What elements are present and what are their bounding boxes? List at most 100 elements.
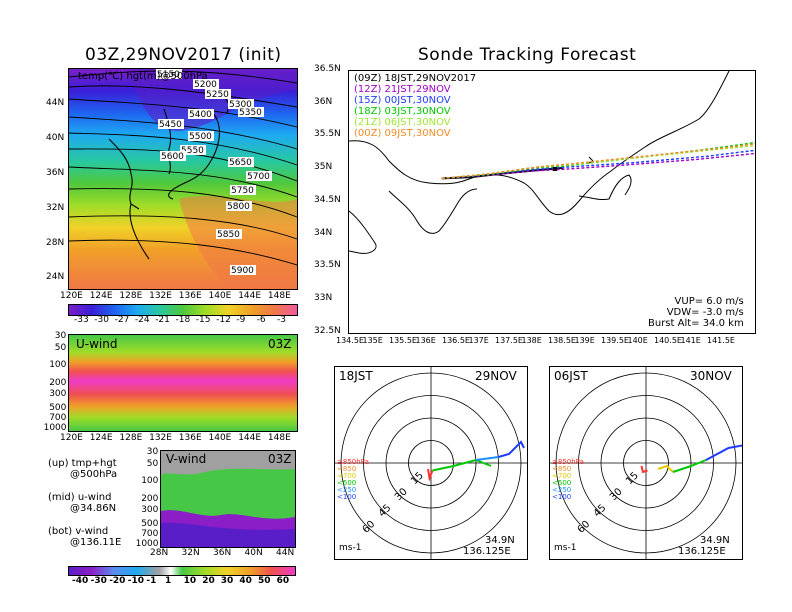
vwind-lat-tick: 40N xyxy=(244,548,263,558)
tracking-lon-tick: 135E xyxy=(362,336,383,345)
uwind-label: U-wind xyxy=(76,337,118,351)
wind-colorbar-tick: -20 xyxy=(109,576,126,586)
vwind-lat-tick: 36N xyxy=(213,548,232,558)
map-lon-tick: 120E xyxy=(60,291,83,301)
uwind-pressure-tick: 30 xyxy=(54,331,67,341)
temperature-colorbar-tick: -24 xyxy=(134,315,150,325)
map-lat-tick: 40N xyxy=(46,133,65,143)
temperature-colorbar-tick: -21 xyxy=(155,315,170,325)
uwind-pressure-tick: 300 xyxy=(49,389,67,399)
tracking-lon-tick: 140.5E xyxy=(654,336,682,345)
tracking-params: VUP= 6.0 m/s VDW= -3.0 m/s Burst Alt= 34… xyxy=(648,296,744,329)
uwind-lon-tick: 128E xyxy=(119,433,143,443)
map-lon-tick: 144E xyxy=(238,291,262,301)
hodograph-level-legend: <100 xyxy=(337,493,357,501)
vwind-pressure-tick: 30 xyxy=(146,447,159,457)
tracking-lon-tick: 135.5E xyxy=(389,336,417,345)
map-lon-tick: 136E xyxy=(178,291,202,301)
tracking-plot xyxy=(349,71,755,254)
tracking-legend: (09Z) 18JST,29NOV2017 (12Z) 21JST,29NOV (1… xyxy=(354,73,476,139)
vwind-pressure-tick: 200 xyxy=(141,494,159,504)
tracking-legend-entry: (18Z) 03JST,30NOV xyxy=(354,106,451,117)
wind-colorbar-tick: 10 xyxy=(183,576,197,586)
uwind-lon-tick: 124E xyxy=(89,433,113,443)
contour-label: 5800 xyxy=(227,202,250,212)
hodograph-level-legend: <850 xyxy=(337,465,357,473)
vwind-lat-tick: 28N xyxy=(150,548,169,558)
hodograph-ring-label: 30 xyxy=(608,486,625,503)
tracking-lat-tick: 33N xyxy=(314,292,333,303)
vwind-label: V-wind xyxy=(166,452,207,466)
map-lon-tick: 148E xyxy=(267,291,291,301)
tracking-lon-tick: 137E xyxy=(468,336,489,345)
map-lat-tick: 28N xyxy=(46,238,65,248)
wind-colorbar-tick: 1 xyxy=(165,576,172,586)
wind-colorbar-tick: -10 xyxy=(127,576,145,586)
wind-colorbar-tick: 30 xyxy=(220,576,234,586)
vwind-pressure-tick: 700 xyxy=(141,529,159,539)
map-lat-tick: 36N xyxy=(46,168,65,178)
vwind-time: 03Z xyxy=(268,452,292,466)
hodograph-trace xyxy=(475,456,499,461)
uwind-pressure-tick: 500 xyxy=(49,403,67,413)
tracking-lon-tick: 138.5E xyxy=(548,336,576,345)
vwind-pressure-tick: 500 xyxy=(141,519,159,529)
hodograph-level-legend: <250 xyxy=(337,486,357,494)
hodograph-trace xyxy=(657,464,674,473)
vwind-pressure-tick: 100 xyxy=(141,476,159,486)
hodograph-level-legend: <700 xyxy=(552,472,572,480)
hodograph-trace xyxy=(640,465,648,474)
uwind-pressure-tick: 1000 xyxy=(43,423,67,433)
tracking-lat-tick: 34N xyxy=(314,227,333,238)
hodograph-lon: 136.125E xyxy=(463,546,511,557)
uwind-time: 03Z xyxy=(268,337,292,351)
contour-label: 5900 xyxy=(231,266,254,276)
temperature-colorbar-tick: -3 xyxy=(277,315,286,325)
uwind-pressure-tick: 700 xyxy=(49,413,67,423)
contour-label: 5600 xyxy=(161,152,184,162)
uwind-lon-tick: 140E xyxy=(208,433,232,443)
contour-label: 5700 xyxy=(247,172,270,182)
hodograph-level-legend: <850 xyxy=(552,465,572,473)
map-lat-tick: 44N xyxy=(46,98,65,108)
hodograph-time: 06JST xyxy=(554,369,588,383)
temperature-colorbar-tick: -30 xyxy=(94,315,109,325)
vwind-pressure-tick: 50 xyxy=(146,459,159,469)
param-vdw: VDW= -3.0 m/s xyxy=(666,307,744,318)
uwind-lon-tick: 132E xyxy=(149,433,172,443)
hodograph-unit: ms-1 xyxy=(554,543,577,553)
hodograph-level-legend: <250 xyxy=(552,486,572,494)
contour-label: 5450 xyxy=(159,120,182,130)
temperature-colorbar-tick: -27 xyxy=(114,315,130,325)
tracking-legend-entry: (15Z) 00JST,30NOV xyxy=(354,95,451,106)
contour-label: 5250 xyxy=(206,90,229,100)
tracking-lat-tick: 33.5N xyxy=(314,260,341,271)
wind-colorbar-tick: 40 xyxy=(239,576,252,586)
hodograph-level-legend: ≥850hPa xyxy=(552,458,584,466)
contour-label: 5150 xyxy=(157,70,180,80)
tracking-lon-tick: 140E xyxy=(627,336,648,345)
hodograph-level-legend: <700 xyxy=(337,472,357,480)
hodograph-trace xyxy=(427,468,434,482)
note-middle: (mid) u-wind @34.86N xyxy=(48,492,117,514)
tracking-lon-tick: 139E xyxy=(574,336,595,345)
hodograph-2: 15 30 45 60 06JST 30NOV ms-1 34.9N 136.125E ≥850h… xyxy=(549,366,743,560)
hodograph-ring-label: 45 xyxy=(592,503,609,520)
left-title: 03Z,29NOV2017 (init) xyxy=(85,45,282,65)
tracking-legend-entry: (00Z) 09JST,30NOV xyxy=(354,128,451,139)
hodograph-level-legend: ≥850hPa xyxy=(337,458,369,466)
vwind-panel xyxy=(160,450,296,548)
temperature-colorbar-tick: -6 xyxy=(256,315,266,325)
tracking-lon-tick: 141.5E xyxy=(707,336,735,345)
hodograph-ring-label: 30 xyxy=(393,486,410,503)
tracking-lon-tick: 141E xyxy=(680,336,701,345)
wind-colorbar-tick: 50 xyxy=(258,576,271,586)
right-title: Sonde Tracking Forecast xyxy=(418,45,637,65)
tracking-legend-entry: (09Z) 18JST,29NOV2017 xyxy=(354,73,477,84)
vwind-pressure-tick: 1000 xyxy=(135,539,159,549)
track-line xyxy=(441,141,755,180)
map-lon-tick: 128E xyxy=(119,291,143,301)
contour-label: 5850 xyxy=(217,230,240,240)
tracking-lon-tick: 136.5E xyxy=(442,336,470,345)
